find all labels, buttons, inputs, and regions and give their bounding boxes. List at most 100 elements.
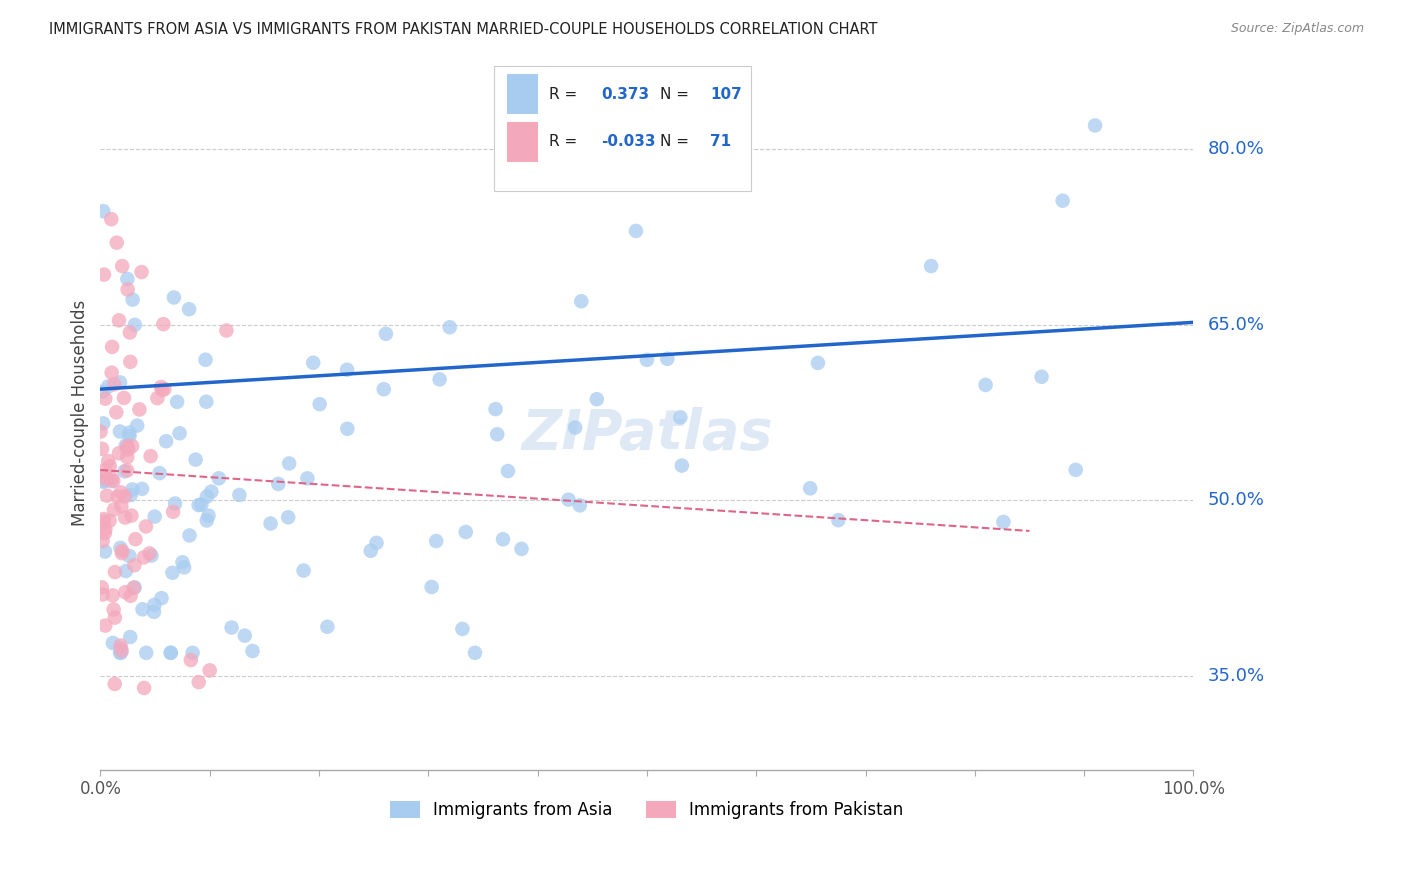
Point	[425, 534, 447, 549]
Point	[103, 602, 125, 616]
Point	[94, 392, 117, 406]
Point	[108, 646, 131, 660]
Point	[93, 268, 115, 282]
Point	[120, 508, 142, 523]
Point	[180, 653, 202, 667]
Point	[105, 405, 128, 419]
Point	[101, 636, 124, 650]
Point	[114, 464, 136, 478]
Text: 107: 107	[710, 87, 742, 102]
Point	[115, 564, 138, 578]
Point	[827, 513, 849, 527]
Point	[200, 484, 222, 499]
Point	[100, 366, 122, 380]
Point	[143, 509, 166, 524]
Point	[135, 646, 157, 660]
Point	[93, 512, 115, 526]
Point	[920, 259, 942, 273]
Point	[292, 564, 315, 578]
Text: -0.033: -0.033	[600, 135, 655, 150]
Point	[104, 610, 127, 624]
Point	[121, 293, 143, 307]
Point	[138, 546, 160, 560]
Point	[96, 489, 118, 503]
Point	[111, 643, 134, 657]
Point	[124, 318, 146, 332]
Point	[104, 565, 127, 579]
Point	[94, 544, 117, 558]
Point	[454, 524, 477, 539]
Point	[215, 324, 238, 338]
Point	[153, 382, 176, 396]
Point	[128, 402, 150, 417]
Point	[120, 488, 142, 502]
Point	[100, 471, 122, 485]
Point	[124, 581, 146, 595]
Point	[108, 446, 131, 460]
Point	[259, 516, 281, 531]
Point	[131, 602, 153, 616]
Point	[267, 477, 290, 491]
Point	[159, 646, 181, 660]
Point	[150, 380, 173, 394]
Point	[486, 427, 509, 442]
Point	[110, 485, 132, 500]
Text: R =: R =	[548, 87, 582, 102]
Point	[374, 326, 396, 341]
Point	[91, 384, 114, 399]
Point	[187, 675, 209, 690]
Point	[277, 510, 299, 524]
Point	[1031, 369, 1053, 384]
Point	[208, 471, 231, 485]
Point	[195, 490, 218, 504]
Point	[308, 397, 330, 411]
Point	[107, 490, 129, 504]
Point	[117, 283, 139, 297]
Point	[155, 434, 177, 449]
Point	[496, 464, 519, 478]
Point	[195, 513, 218, 527]
Point	[336, 422, 359, 436]
Point	[429, 372, 451, 386]
Point	[91, 417, 114, 431]
Point	[90, 580, 112, 594]
Point	[110, 541, 132, 555]
Point	[117, 272, 139, 286]
Text: 80.0%: 80.0%	[1208, 140, 1264, 158]
Text: N =: N =	[659, 87, 695, 102]
Point	[172, 555, 194, 569]
Point	[94, 463, 117, 477]
Point	[91, 442, 114, 456]
Point	[120, 630, 142, 644]
Y-axis label: Married-couple Households: Married-couple Households	[72, 300, 89, 525]
Point	[114, 490, 136, 504]
Point	[198, 664, 221, 678]
Point	[197, 508, 219, 523]
Point	[91, 534, 114, 549]
Point	[150, 591, 173, 606]
Point	[585, 392, 607, 406]
Point	[278, 457, 301, 471]
Point	[103, 474, 125, 488]
Text: ZIPatlas: ZIPatlas	[522, 407, 773, 461]
Point	[568, 499, 591, 513]
Point	[103, 377, 125, 392]
Point	[120, 355, 142, 369]
Point	[94, 526, 117, 541]
Point	[993, 515, 1015, 529]
Point	[302, 356, 325, 370]
Point	[91, 588, 114, 602]
Point	[184, 452, 207, 467]
Point	[118, 549, 141, 563]
Point	[118, 425, 141, 440]
Point	[484, 402, 506, 417]
Text: 0.373: 0.373	[600, 87, 650, 102]
Point	[671, 458, 693, 473]
Point	[120, 589, 142, 603]
Point	[373, 382, 395, 396]
Point	[233, 629, 256, 643]
Point	[464, 646, 486, 660]
Text: 65.0%: 65.0%	[1208, 316, 1264, 334]
Point	[91, 475, 114, 489]
Point	[173, 560, 195, 574]
